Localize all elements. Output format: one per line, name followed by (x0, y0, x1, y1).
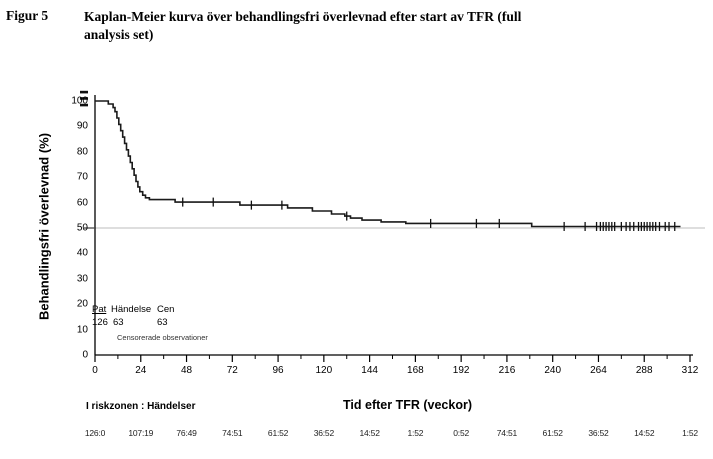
x-tick-label: 0 (92, 365, 98, 376)
x-tick-label: 120 (315, 365, 333, 376)
risk-count: 0:52 (453, 428, 470, 438)
risk-count: 107:19 (128, 428, 154, 438)
x-tick-label: 240 (544, 365, 562, 376)
y-tick-label: 80 (76, 146, 88, 158)
x-tick-label: 264 (590, 365, 607, 376)
risk-count: 14:52 (634, 428, 655, 438)
risk-count: 61:52 (267, 428, 289, 438)
y-tick-label: 40 (76, 247, 88, 259)
figure-title-line-1: Kaplan-Meier kurva över behandlingsfri ö… (84, 9, 522, 24)
figure-title-line-2: analysis set) (84, 27, 154, 42)
legend-value-cen: 63 (157, 317, 168, 328)
legend-header-cen: Cen (157, 304, 175, 315)
y-tick-label: 50 (76, 222, 88, 234)
legend-censored-note: Censorerade observationer (117, 333, 208, 342)
x-tick-label: 168 (407, 365, 424, 376)
risk-count: 74:51 (222, 428, 243, 438)
legend-value-handelse: 63 (113, 317, 124, 328)
x-tick-label: 72 (226, 365, 238, 376)
y-tick-label: 70 (76, 171, 88, 183)
x-axis-title: Tid efter TFR (veckor) (343, 398, 472, 412)
risk-count: 74:51 (496, 428, 518, 438)
legend-header-pat: Pat (92, 304, 107, 315)
x-tick-label: 144 (361, 365, 378, 376)
y-tick-label: 90 (76, 120, 88, 132)
risk-count: 36:52 (313, 428, 334, 438)
km-survival-curve (95, 100, 681, 228)
risk-count: 1:52 (682, 428, 698, 438)
x-tick-label: 288 (635, 365, 653, 376)
figure-title: Kaplan-Meier kurva över behandlingsfri ö… (84, 8, 624, 44)
x-tick-label: 96 (272, 365, 284, 376)
x-tick-label: 24 (135, 365, 147, 376)
y-tick-label: 60 (76, 197, 88, 209)
x-tick-label: 48 (180, 365, 193, 376)
x-tick-label: 312 (681, 365, 699, 376)
risk-row-label: I riskzonen : Händelser (86, 401, 196, 412)
risk-count: 14:52 (359, 428, 380, 438)
x-tick-label: 192 (452, 365, 470, 376)
risk-count: 76:49 (176, 428, 197, 438)
legend-value-pat: 126 (92, 317, 108, 328)
y-tick-label: 100 (71, 95, 88, 107)
figure-label: Figur 5 (6, 8, 49, 23)
risk-count: 61:52 (542, 428, 563, 438)
legend-header-handelse: Händelse (111, 304, 152, 315)
y-tick-label: 10 (76, 324, 88, 336)
y-tick-label: 30 (76, 273, 88, 285)
x-tick-label: 216 (498, 365, 516, 376)
risk-count: 36:52 (588, 428, 609, 438)
risk-count: 126:0 (84, 428, 106, 438)
y-tick-label: 0 (82, 349, 88, 361)
y-tick-label: 20 (76, 298, 88, 310)
risk-count: 1:52 (407, 428, 424, 438)
